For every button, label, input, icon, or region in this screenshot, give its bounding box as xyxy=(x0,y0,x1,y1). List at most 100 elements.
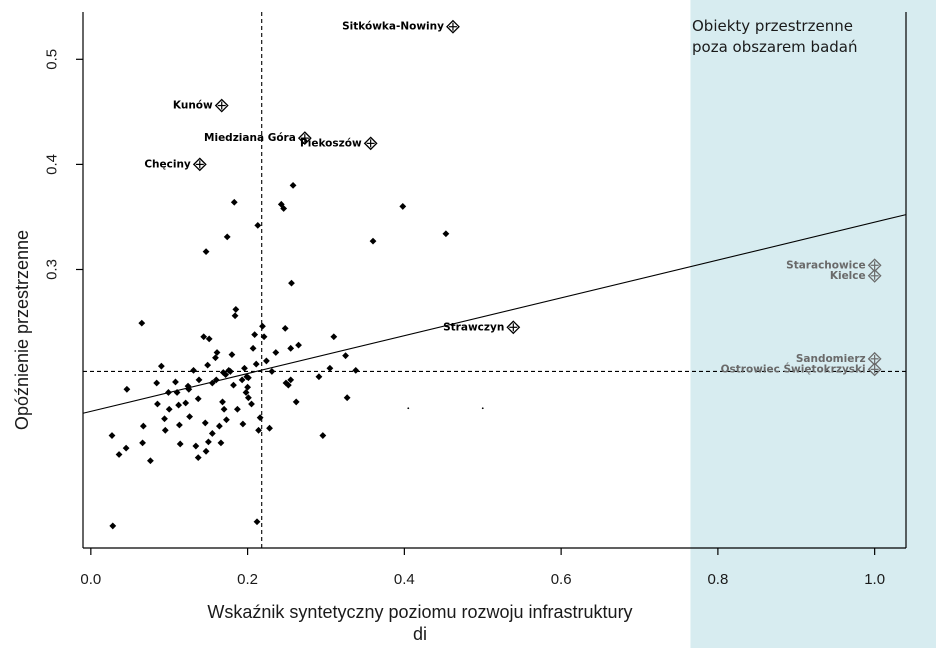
data-point xyxy=(241,364,248,372)
data-point xyxy=(228,351,236,359)
labeled-point-marker xyxy=(506,320,521,335)
data-point xyxy=(272,349,280,356)
data-point xyxy=(249,344,257,352)
data-point xyxy=(230,198,238,206)
data-point xyxy=(254,221,262,229)
y-tick-label: 0.3 xyxy=(44,259,61,280)
data-point xyxy=(185,385,193,393)
data-point xyxy=(153,379,161,387)
data-point xyxy=(139,439,146,447)
data-point xyxy=(244,374,252,382)
labeled-point: Miedziana Góra xyxy=(204,131,312,146)
data-point xyxy=(139,422,147,430)
data-point xyxy=(115,451,123,458)
data-point xyxy=(481,407,484,410)
data-point xyxy=(242,389,250,396)
data-point xyxy=(326,364,334,372)
labeled-point: Piekoszów xyxy=(300,136,378,151)
data-point xyxy=(226,368,234,375)
data-point xyxy=(223,416,230,424)
data-point xyxy=(165,405,173,413)
data-point xyxy=(281,324,289,332)
data-point xyxy=(201,419,209,427)
data-point xyxy=(212,354,219,362)
data-point xyxy=(202,447,210,455)
data-point xyxy=(219,369,227,376)
labeled-point-marker xyxy=(867,351,882,366)
data-point xyxy=(190,366,197,374)
point-label: Kielce xyxy=(830,270,866,282)
labeled-point: Sitkówka-Nowiny xyxy=(342,19,460,34)
data-point xyxy=(208,430,216,437)
data-point xyxy=(200,333,208,341)
labeled-point: Kielce xyxy=(830,268,882,283)
data-point xyxy=(352,366,360,374)
labeled-point: Chęciny xyxy=(144,157,207,172)
point-label: Miedziana Góra xyxy=(204,132,296,144)
y-tick-label: 0.5 xyxy=(44,49,61,70)
data-point xyxy=(165,389,172,396)
data-point xyxy=(223,233,231,241)
data-point xyxy=(234,405,241,413)
data-point xyxy=(204,361,212,369)
data-point xyxy=(122,444,130,452)
data-point xyxy=(192,442,200,450)
data-point xyxy=(248,400,255,408)
data-point xyxy=(154,400,161,408)
data-point xyxy=(109,522,117,530)
data-point xyxy=(231,312,239,320)
data-point xyxy=(157,362,165,370)
data-point xyxy=(212,376,220,384)
x-tick-label: 0.2 xyxy=(237,571,258,588)
data-point xyxy=(239,420,247,428)
data-point xyxy=(295,341,302,349)
x-tick-label: 0.4 xyxy=(394,571,415,588)
data-point xyxy=(260,333,268,341)
data-point xyxy=(287,376,295,384)
data-point xyxy=(230,381,237,389)
data-point xyxy=(319,432,327,439)
data-point xyxy=(175,401,183,409)
data-point xyxy=(287,344,295,352)
x-tick-label: 0.6 xyxy=(551,571,572,588)
data-point xyxy=(182,399,190,407)
data-point xyxy=(256,414,264,422)
data-point xyxy=(108,432,116,439)
labeled-point-marker xyxy=(363,136,378,151)
data-point xyxy=(195,376,203,384)
labeled-point: Starachowice xyxy=(786,258,882,273)
x-axis-label: Wskaźnik syntetyczny poziomu rozwoju inf… xyxy=(207,602,632,622)
note-line-2: poza obszarem badań xyxy=(692,38,858,56)
data-point xyxy=(289,182,297,189)
data-point xyxy=(259,322,266,330)
data-point xyxy=(252,360,260,368)
x-tick-label: 1.0 xyxy=(864,571,885,588)
data-point xyxy=(220,405,228,413)
x-tick-label: 0.8 xyxy=(707,571,728,588)
data-point xyxy=(205,335,213,343)
point-label: Strawczyn xyxy=(443,321,504,333)
data-point xyxy=(208,379,216,387)
data-point xyxy=(222,371,230,378)
x-tick-label: 0.0 xyxy=(80,571,101,588)
point-label: Chęciny xyxy=(144,158,191,170)
labeled-point-marker xyxy=(867,362,882,377)
labeled-point-marker xyxy=(192,157,207,172)
data-point xyxy=(138,319,146,327)
data-point xyxy=(284,381,292,389)
data-point xyxy=(147,457,154,465)
x-axis-label-symbol: di xyxy=(413,624,427,644)
data-point xyxy=(263,357,270,365)
data-point xyxy=(176,440,184,448)
labeled-point: Sandomierz xyxy=(796,351,882,366)
data-point xyxy=(442,230,450,238)
data-point xyxy=(202,248,210,256)
data-point xyxy=(343,394,351,402)
y-tick-label: 0.4 xyxy=(44,154,61,175)
data-point xyxy=(238,376,246,384)
data-point xyxy=(176,421,183,429)
labeled-point-marker xyxy=(297,131,312,146)
point-label: Ostrowiec Świętokrzyski xyxy=(721,362,866,375)
data-point xyxy=(292,398,300,406)
